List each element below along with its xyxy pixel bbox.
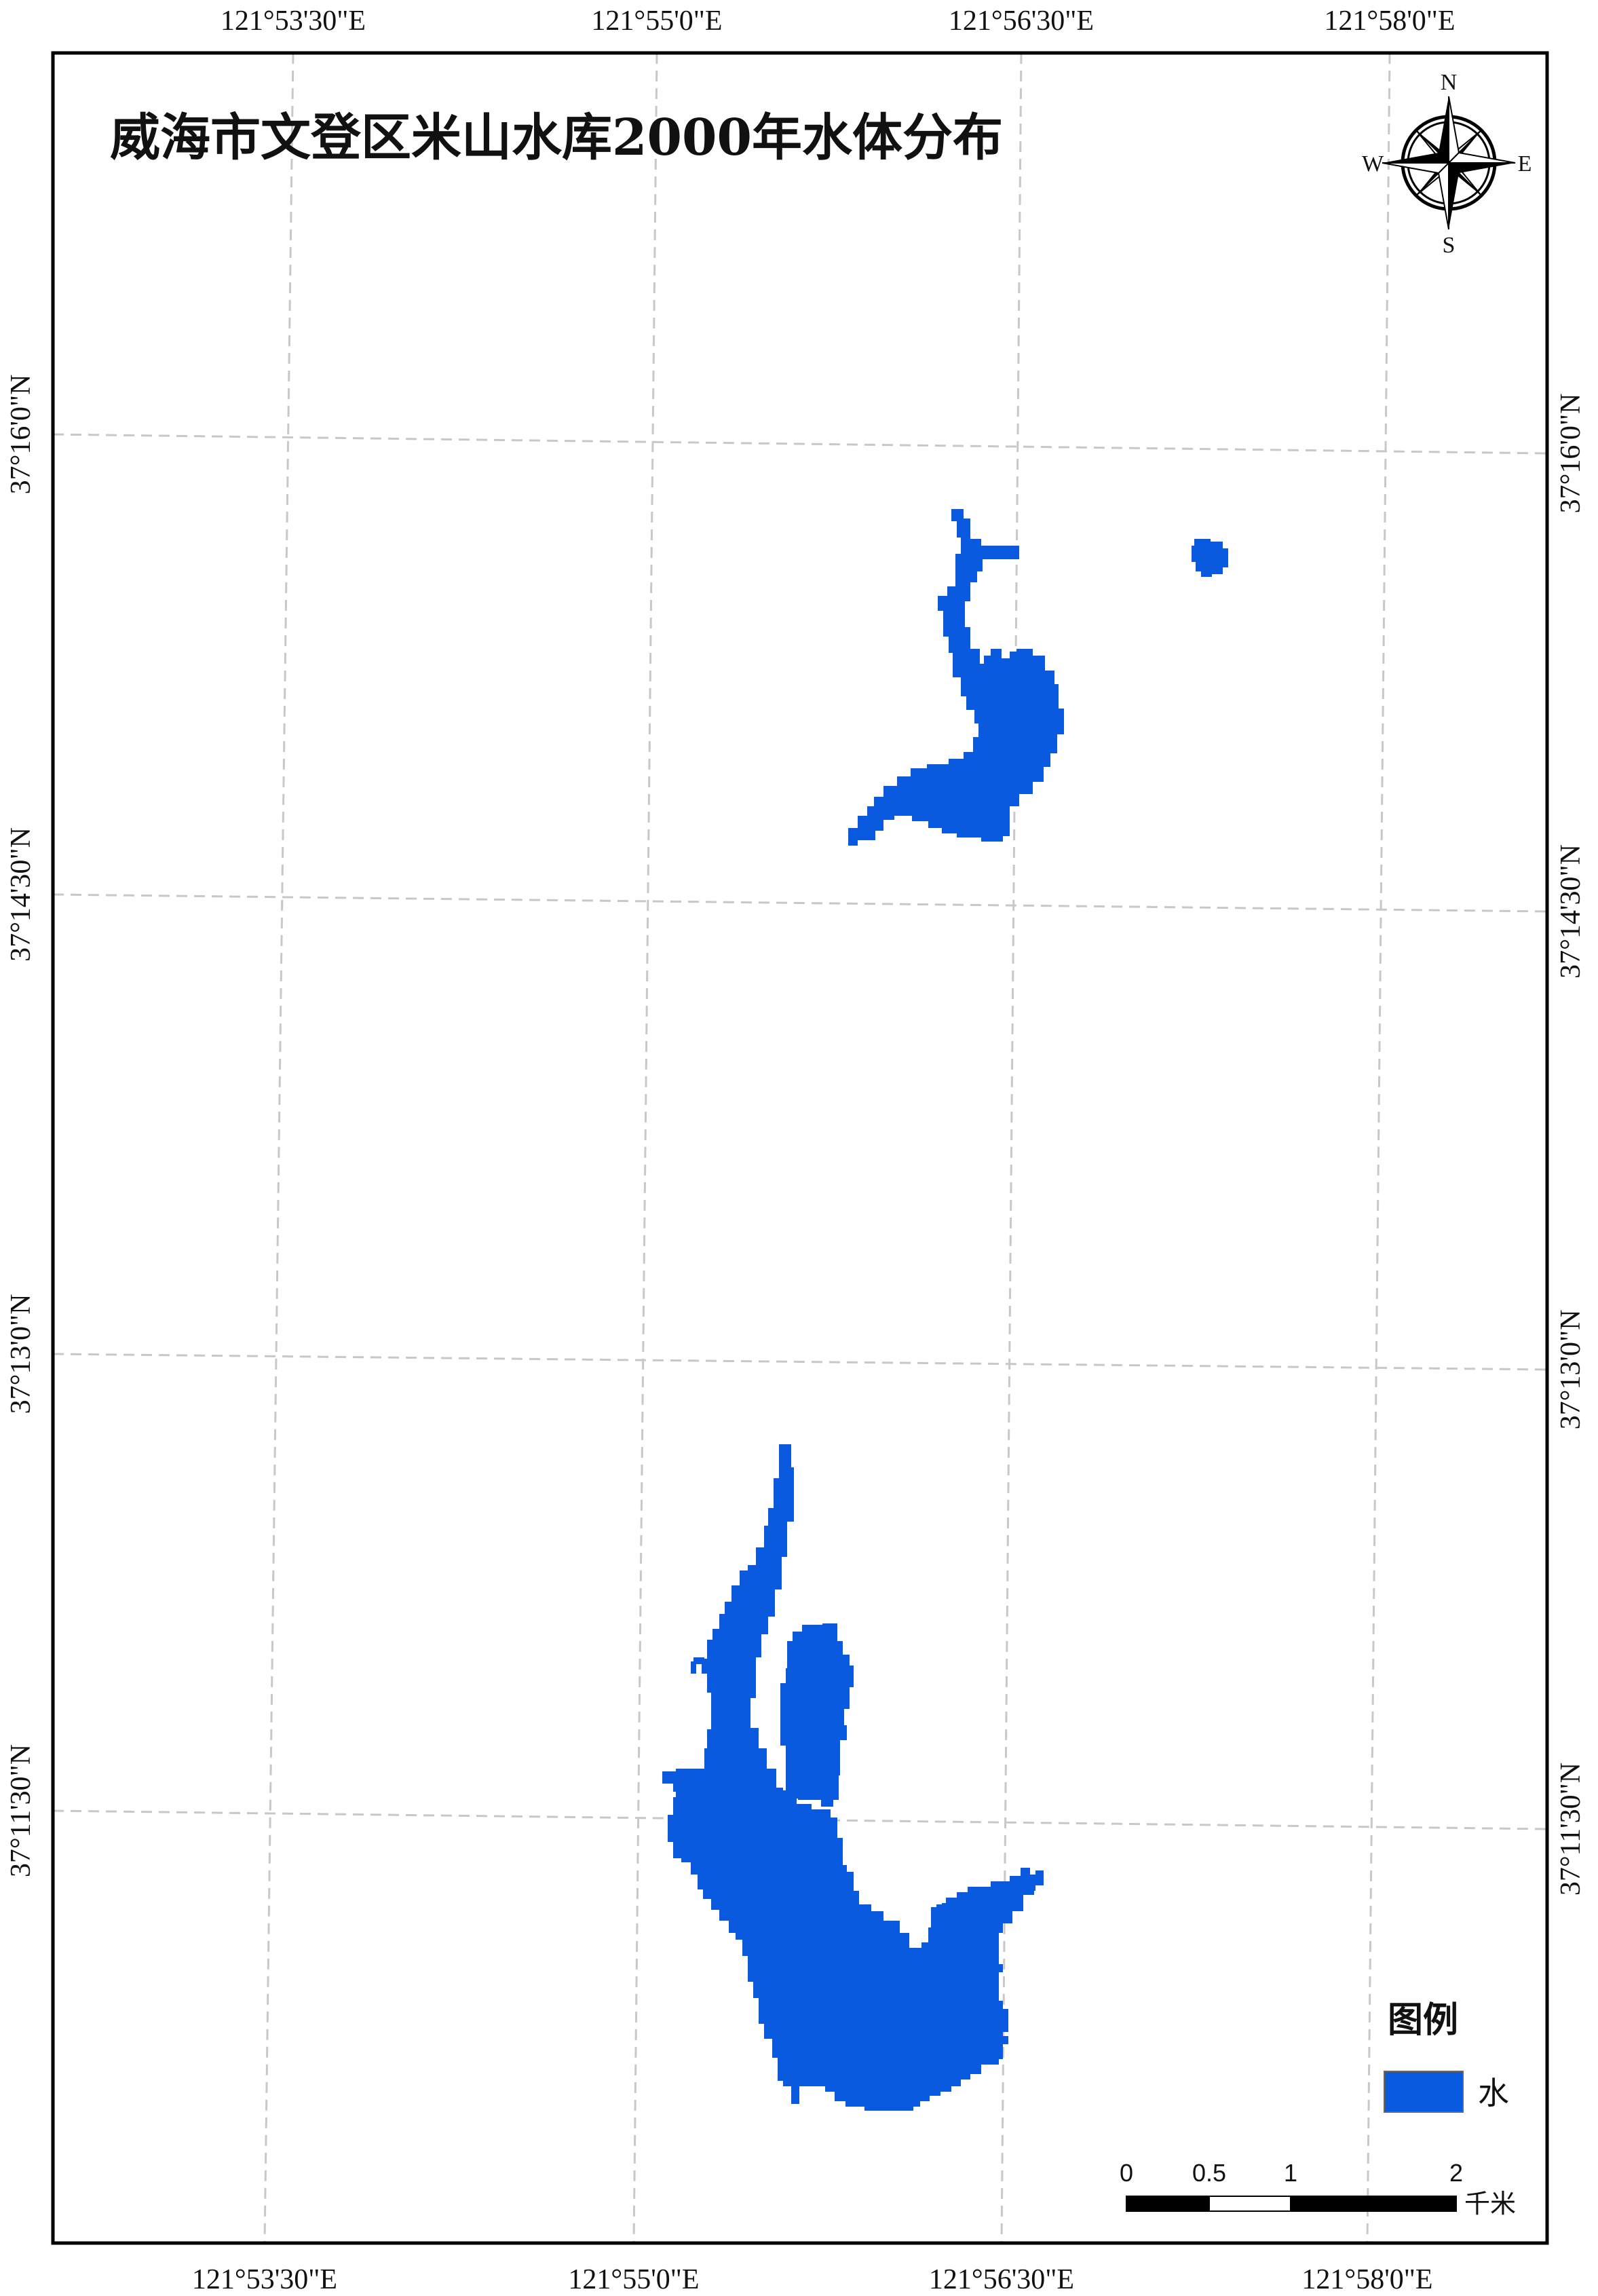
latitude-label: 37°11'30"N (5, 1744, 37, 1877)
compass-rose-icon: N S E W (1362, 70, 1532, 258)
scale-tick-label: 0.5 (1192, 2159, 1226, 2187)
compass-north-label: N (1441, 70, 1458, 95)
scale-tick-label: 1 (1284, 2159, 1297, 2187)
scale-unit-label: 千米 (1464, 2189, 1516, 2219)
scale-tick-label: 0 (1120, 2159, 1133, 2187)
longitude-label: 121°53'30"E (221, 5, 366, 37)
latitude-labels-right: 37°16'0"N 37°14'30"N 37°13'0"N 37°11'30"… (1555, 394, 1586, 1896)
map-frame (51, 51, 1549, 2245)
latitude-label: 37°16'0"N (5, 375, 37, 495)
longitude-label: 121°56'30"E (949, 5, 1094, 37)
scale-segment (1290, 2196, 1457, 2212)
latitude-label: 37°16'0"N (1555, 394, 1586, 514)
longitude-label: 121°56'30"E (929, 2264, 1074, 2295)
legend-swatch-water (1384, 2071, 1464, 2113)
latitude-label: 37°11'30"N (1555, 1763, 1586, 1896)
latitude-label: 37°14'30"N (1555, 844, 1586, 979)
scale-bar: 0 0.5 1 2 千米 (1120, 2159, 1516, 2219)
meridian-line (1366, 52, 1391, 2244)
map-title: 威海市文登区米山水库2000年水体分布 (110, 109, 1003, 167)
water-body-small-pond (1192, 539, 1228, 577)
parallel-line (52, 893, 1548, 913)
longitude-labels-bottom: 121°53'30"E 121°55'0"E 121°56'30"E 121°5… (192, 2264, 1433, 2295)
longitude-label: 121°55'0"E (568, 2264, 699, 2295)
parallel-line (52, 433, 1548, 455)
scale-segment (1209, 2196, 1291, 2212)
longitude-label: 121°53'30"E (192, 2264, 337, 2295)
meridian-line (632, 52, 658, 2244)
scale-tick-label: 2 (1449, 2159, 1463, 2187)
scale-segment (1126, 2196, 1210, 2212)
water-body-main-reservoir (662, 1444, 1044, 2111)
meridian-line (263, 52, 294, 2244)
latitude-label: 37°13'0"N (1555, 1310, 1586, 1430)
latitude-label: 37°13'0"N (5, 1294, 37, 1414)
longitude-label: 121°55'0"E (591, 5, 722, 37)
compass-east-label: E (1518, 151, 1532, 176)
water-body-upper-reservoir (848, 509, 1064, 846)
latitude-label: 37°14'30"N (5, 827, 37, 962)
legend-label-water: 水 (1478, 2075, 1509, 2111)
compass-cardinal-points (1382, 96, 1516, 230)
longitude-label: 121°58'0"E (1301, 2264, 1432, 2295)
longitude-labels-top: 121°53'30"E 121°55'0"E 121°56'30"E 121°5… (221, 5, 1456, 37)
latitude-labels-left: 37°16'0"N 37°14'30"N 37°13'0"N 37°11'30"… (5, 375, 37, 1878)
parallel-line (52, 1353, 1548, 1371)
longitude-label: 121°58'0"E (1324, 5, 1455, 37)
legend-title: 图例 (1388, 2000, 1458, 2041)
legend: 图例 水 (1384, 2000, 1509, 2113)
water-bodies (662, 509, 1228, 2111)
compass-west-label: W (1362, 151, 1384, 176)
compass-south-label: S (1443, 233, 1456, 258)
meridian-line (1000, 52, 1023, 2244)
